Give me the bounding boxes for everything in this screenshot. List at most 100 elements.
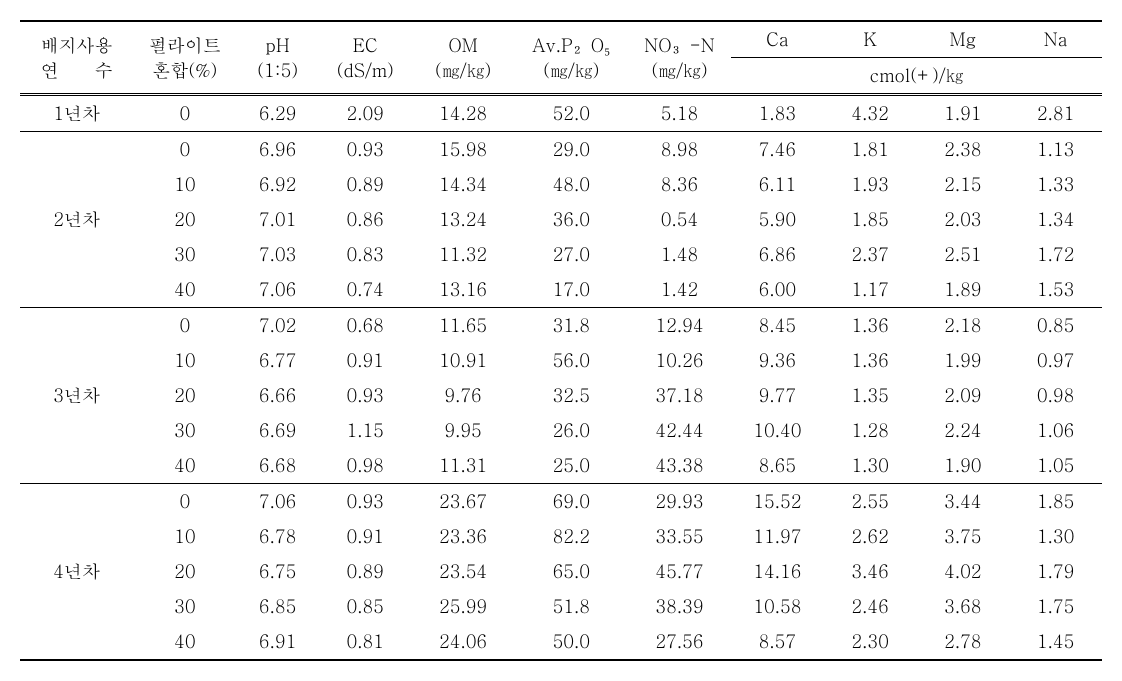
- cell-avp: 56.0: [515, 343, 628, 378]
- cell-avp: 52.0: [515, 95, 628, 132]
- data-table: 배지사용연 수 펄라이트혼합(%) pH(1:5) EC(dS/m) OM(㎎/…: [20, 20, 1102, 661]
- cell-mix: 20: [133, 554, 236, 589]
- cell-no3: 42.44: [628, 413, 731, 448]
- cell-ca: 1.83: [731, 95, 824, 132]
- cell-ph: 7.01: [236, 202, 318, 237]
- cell-avp: 32.5: [515, 378, 628, 413]
- cell-ph: 7.06: [236, 484, 318, 520]
- table-row: 406.910.8124.0650.027.568.572.302.781.45: [20, 624, 1102, 660]
- cell-na: 1.34: [1009, 202, 1102, 237]
- cell-k: 1.17: [824, 272, 917, 308]
- cell-no3: 38.39: [628, 589, 731, 624]
- cell-na: 1.33: [1009, 167, 1102, 202]
- table-row: 106.780.9123.3682.233.5511.972.623.751.3…: [20, 519, 1102, 554]
- cell-ca: 5.90: [731, 202, 824, 237]
- table-row: 4년차07.060.9323.6769.029.9315.522.553.441…: [20, 484, 1102, 520]
- cell-mg: 2.24: [916, 413, 1009, 448]
- cell-k: 2.55: [824, 484, 917, 520]
- cell-ec: 0.91: [319, 343, 412, 378]
- cell-k: 3.46: [824, 554, 917, 589]
- cell-ec: 0.93: [319, 484, 412, 520]
- cell-mix: 0: [133, 308, 236, 344]
- cell-om: 15.98: [412, 132, 515, 168]
- group-label: 3년차: [20, 308, 133, 484]
- table-row: 106.770.9110.9156.010.269.361.361.990.97: [20, 343, 1102, 378]
- cell-mg: 3.75: [916, 519, 1009, 554]
- table-row: 307.030.8311.3227.01.486.862.372.511.72: [20, 237, 1102, 272]
- cell-ca: 10.40: [731, 413, 824, 448]
- cell-mg: 2.18: [916, 308, 1009, 344]
- cell-avp: 51.8: [515, 589, 628, 624]
- table-row: 106.920.8914.3448.08.366.111.932.151.33: [20, 167, 1102, 202]
- cell-ph: 6.96: [236, 132, 318, 168]
- cell-k: 4.32: [824, 95, 917, 132]
- cell-no3: 27.56: [628, 624, 731, 660]
- cell-om: 14.28: [412, 95, 515, 132]
- cell-om: 25.99: [412, 589, 515, 624]
- group-label: 1년차: [20, 95, 133, 132]
- cell-ec: 2.09: [319, 95, 412, 132]
- cell-k: 1.30: [824, 448, 917, 484]
- cell-mix: 30: [133, 413, 236, 448]
- cell-ec: 0.89: [319, 167, 412, 202]
- cell-mix: 0: [133, 132, 236, 168]
- cell-ph: 6.68: [236, 448, 318, 484]
- header-no3: NO₃-N(㎎/㎏): [628, 21, 731, 95]
- cell-ca: 8.57: [731, 624, 824, 660]
- cell-ph: 6.91: [236, 624, 318, 660]
- cell-no3: 12.94: [628, 308, 731, 344]
- cell-ec: 0.93: [319, 378, 412, 413]
- cell-mg: 1.91: [916, 95, 1009, 132]
- cell-k: 1.93: [824, 167, 917, 202]
- cell-no3: 10.26: [628, 343, 731, 378]
- cell-k: 1.36: [824, 308, 917, 344]
- cell-om: 11.32: [412, 237, 515, 272]
- cell-avp: 82.2: [515, 519, 628, 554]
- cell-no3: 37.18: [628, 378, 731, 413]
- cell-ph: 7.06: [236, 272, 318, 308]
- table-row: 206.660.939.7632.537.189.771.352.090.98: [20, 378, 1102, 413]
- cell-mg: 1.99: [916, 343, 1009, 378]
- group-label: 2년차: [20, 132, 133, 308]
- cell-k: 2.37: [824, 237, 917, 272]
- table-row: 306.691.159.9526.042.4410.401.282.241.06: [20, 413, 1102, 448]
- cell-ec: 0.68: [319, 308, 412, 344]
- table-row: 2년차06.960.9315.9829.08.987.461.812.381.1…: [20, 132, 1102, 168]
- group-label: 4년차: [20, 484, 133, 661]
- cell-ec: 0.81: [319, 624, 412, 660]
- cell-na: 1.79: [1009, 554, 1102, 589]
- cell-ca: 6.11: [731, 167, 824, 202]
- cell-avp: 65.0: [515, 554, 628, 589]
- cell-om: 9.76: [412, 378, 515, 413]
- cell-ph: 6.66: [236, 378, 318, 413]
- table-row: 406.680.9811.3125.043.388.651.301.901.05: [20, 448, 1102, 484]
- cell-ph: 6.92: [236, 167, 318, 202]
- cell-na: 1.06: [1009, 413, 1102, 448]
- cell-ec: 0.86: [319, 202, 412, 237]
- cell-no3: 8.36: [628, 167, 731, 202]
- cell-no3: 1.42: [628, 272, 731, 308]
- header-perlite-mix: 펄라이트혼합(%): [133, 21, 236, 95]
- table-row: 407.060.7413.1617.01.426.001.171.891.53: [20, 272, 1102, 308]
- table-body: 1년차06.292.0914.2852.05.181.834.321.912.8…: [20, 95, 1102, 661]
- cell-na: 1.05: [1009, 448, 1102, 484]
- cell-ph: 6.77: [236, 343, 318, 378]
- cell-na: 1.53: [1009, 272, 1102, 308]
- cell-avp: 36.0: [515, 202, 628, 237]
- cell-no3: 0.54: [628, 202, 731, 237]
- cell-k: 2.62: [824, 519, 917, 554]
- cell-mg: 2.09: [916, 378, 1009, 413]
- cell-om: 24.06: [412, 624, 515, 660]
- cell-om: 13.24: [412, 202, 515, 237]
- cell-om: 14.34: [412, 167, 515, 202]
- cell-avp: 69.0: [515, 484, 628, 520]
- cell-ec: 0.98: [319, 448, 412, 484]
- cell-avp: 29.0: [515, 132, 628, 168]
- cell-ec: 0.93: [319, 132, 412, 168]
- cell-k: 1.28: [824, 413, 917, 448]
- cell-avp: 26.0: [515, 413, 628, 448]
- cell-ph: 7.03: [236, 237, 318, 272]
- cell-mix: 10: [133, 519, 236, 554]
- cell-ph: 6.69: [236, 413, 318, 448]
- table-row: 3년차07.020.6811.6531.812.948.451.362.180.…: [20, 308, 1102, 344]
